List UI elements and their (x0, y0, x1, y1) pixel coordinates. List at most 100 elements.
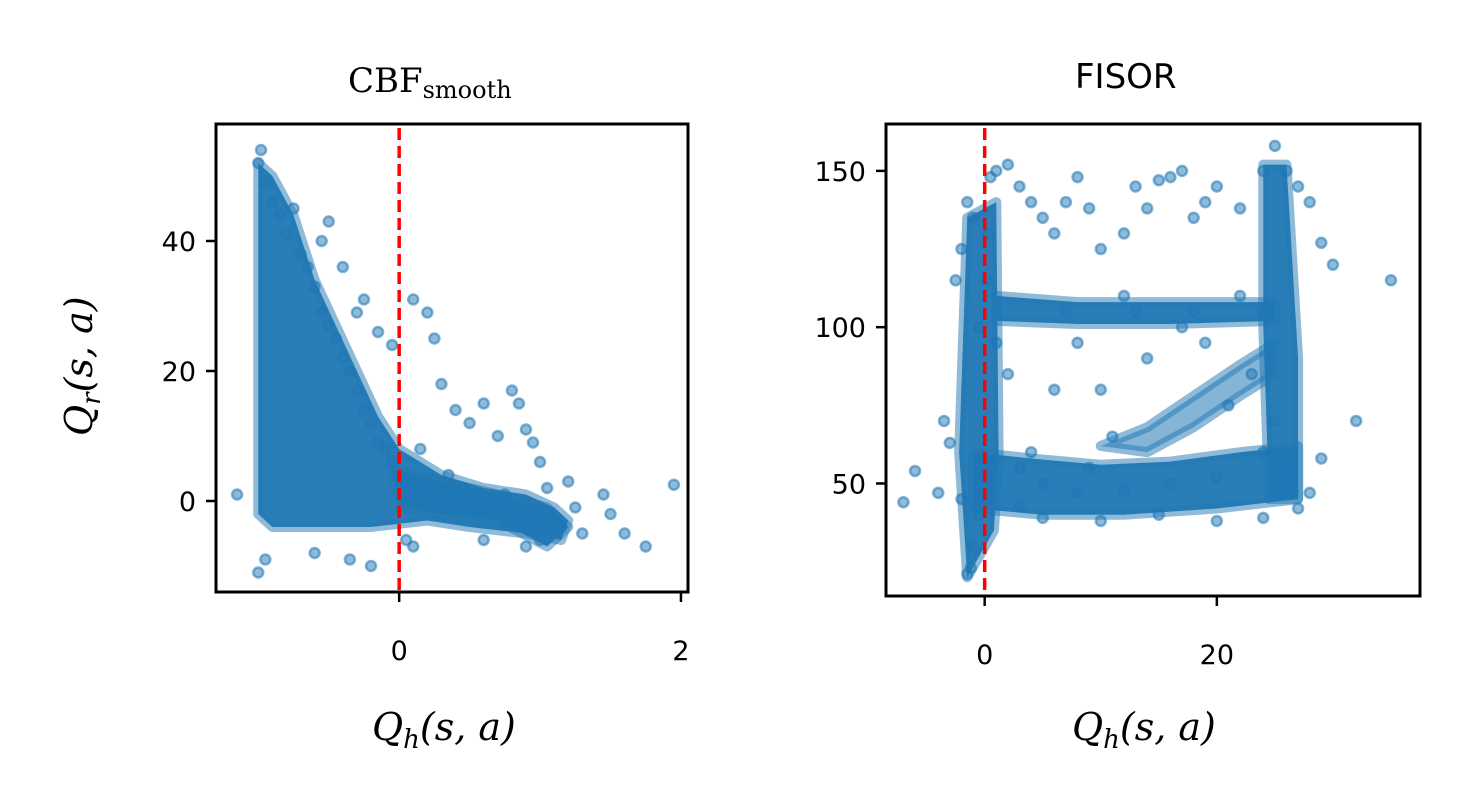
panel1-ylabel: Qr(s, a) (57, 296, 107, 436)
p2-point-41 (1349, 414, 1363, 428)
p1-point-27 (449, 403, 462, 417)
panel1-xlabel: Qh(s, a) (372, 705, 516, 755)
p1-point-33 (519, 423, 533, 436)
p2-point-22 (1071, 170, 1084, 184)
p2-point-10 (949, 274, 962, 287)
p2-point-48 (1094, 514, 1108, 528)
p1-point-69 (512, 507, 526, 521)
panel1-xlabel-suffix: (s, a) (420, 705, 516, 749)
p2-point-64 (1082, 461, 1096, 475)
p2-point-79 (1164, 477, 1177, 490)
p2-point-29 (1175, 164, 1189, 178)
p1-point-20 (385, 455, 399, 469)
panel1-ylabel-suffix: (s, a) (57, 296, 101, 392)
p1-point-3 (266, 195, 279, 209)
p2-point-17 (1013, 180, 1026, 193)
p2-point-2 (966, 539, 980, 553)
p2-point-71 (1059, 305, 1073, 318)
panel2-density-cloud (954, 159, 1304, 583)
p1-point-45 (230, 488, 244, 501)
p2-point-49 (1036, 511, 1049, 525)
p1-point-8 (301, 260, 314, 274)
p2-point-82 (1036, 477, 1049, 490)
p1-point-48 (308, 546, 321, 560)
p1-point-26 (435, 377, 448, 391)
p1-point-54 (519, 540, 533, 553)
panel1-title: CBFsmooth (348, 61, 512, 104)
p2-point-81 (1071, 486, 1084, 500)
p2-point-54 (1117, 289, 1131, 303)
panel1-xlabel-q: Q (372, 705, 403, 749)
p1-point-32 (512, 397, 526, 410)
p2-point-39 (1326, 258, 1340, 271)
p1-point-6 (287, 202, 300, 215)
panel2-xlabel-q: Q (1072, 705, 1103, 749)
p2-point-24 (1094, 242, 1108, 256)
panel2-points (897, 139, 1398, 581)
p1-point-66 (470, 494, 483, 508)
p1-point-28 (463, 416, 476, 430)
p2-point-67 (990, 336, 1003, 350)
p2-point-61 (1245, 367, 1258, 381)
p2-point-8 (937, 414, 951, 428)
p1-point-35 (533, 455, 547, 469)
p1-point-67 (484, 501, 497, 514)
p2-point-57 (1094, 383, 1108, 396)
p2-point-56 (1048, 383, 1061, 396)
p2-point-35 (1280, 164, 1293, 178)
panel2-xlabel-suffix: (s, a) (1120, 705, 1216, 749)
p1-ytick-label-40: 40 (162, 227, 196, 258)
p2-point-65 (1024, 445, 1038, 459)
p2-point-68 (972, 320, 986, 334)
p1-xtick-label-2: 2 (672, 636, 689, 667)
p2-point-18 (1024, 195, 1038, 209)
p2-point-62 (1175, 320, 1189, 334)
panel2-ticks: 0 20 50 100 150 (814, 157, 1234, 671)
p2-point-53 (1233, 289, 1247, 303)
p2-point-52 (1164, 170, 1177, 184)
p2-point-20 (1048, 227, 1061, 240)
p1-point-58 (336, 260, 350, 274)
p1-point-52 (407, 540, 420, 553)
p1-point-55 (533, 533, 547, 547)
p1-point-56 (322, 215, 335, 228)
p1-point-30 (491, 429, 505, 443)
panel1-axes-frame (214, 122, 690, 594)
p1-point-0 (252, 156, 265, 170)
p2-point-45 (1257, 511, 1270, 525)
p1-point-70 (554, 520, 568, 534)
p2-point-70 (981, 227, 995, 240)
p2-cloud-4 (1095, 337, 1280, 458)
p1-point-64 (442, 468, 455, 482)
panel1-density-cloud (253, 158, 574, 552)
p2-point-80 (1117, 483, 1131, 496)
panel1-ylabel-q: Q (57, 405, 101, 436)
p1-point-39 (576, 527, 589, 540)
p1-point-53 (477, 533, 490, 547)
p2-point-19 (1036, 211, 1049, 225)
p1-point-44 (667, 478, 681, 491)
p1-point-71 (569, 501, 582, 514)
p1-point-10 (315, 306, 328, 319)
p1-point-11 (322, 319, 335, 332)
p2-point-23 (1082, 202, 1096, 215)
p1-point-61 (371, 325, 385, 339)
p1-point-24 (421, 306, 434, 319)
p2-point-66 (1001, 367, 1015, 381)
p2-point-78 (1210, 470, 1224, 484)
p2-cloud-1 (954, 197, 1004, 583)
p2-point-11 (955, 242, 968, 256)
panel1-title-subscript: smooth (423, 76, 512, 104)
p2-point-1 (964, 561, 977, 575)
p2-point-59 (1198, 336, 1212, 350)
p1-point-57 (315, 234, 328, 248)
p2-point-16 (1001, 158, 1015, 171)
p1-point-46 (252, 566, 265, 579)
panel2-axes-frame (884, 122, 1422, 598)
p1-point-7 (294, 247, 307, 261)
p1-xtick-label-0: 0 (391, 636, 408, 667)
p2-point-9 (943, 436, 957, 450)
p1-point-1 (254, 143, 268, 157)
p1-point-36 (540, 481, 554, 495)
p1-ytick-label-0: 0 (179, 487, 196, 518)
